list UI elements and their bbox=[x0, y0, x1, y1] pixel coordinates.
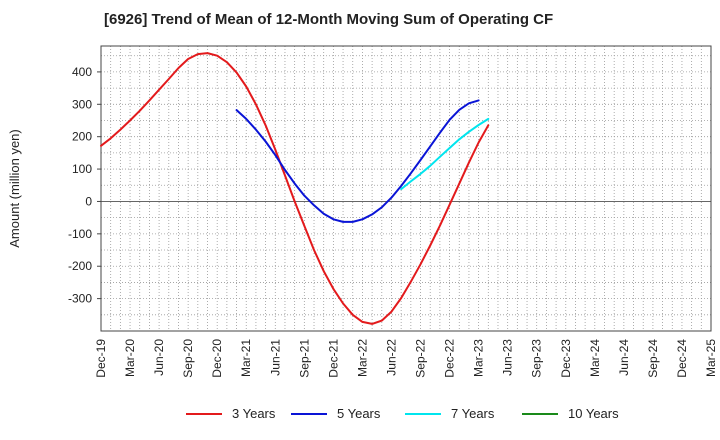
series-line-5-years bbox=[235, 99, 480, 223]
legend-item-7-years: 7 Years bbox=[405, 406, 494, 421]
y-tick-label: 200 bbox=[72, 130, 92, 144]
legend-item-3-years: 3 Years bbox=[186, 406, 275, 421]
x-tick-label: Dec-22 bbox=[443, 339, 457, 378]
y-tick-label: -100 bbox=[68, 227, 92, 241]
legend-label: 7 Years bbox=[451, 406, 495, 421]
chart-title: [6926] Trend of Mean of 12-Month Moving … bbox=[104, 11, 554, 28]
x-tick-label: Mar-24 bbox=[588, 339, 602, 377]
legend-item-10-years: 10 Years bbox=[522, 406, 619, 421]
plot-frame bbox=[100, 45, 712, 332]
legend-swatch-3-years bbox=[186, 412, 222, 415]
x-tick-label: Sep-24 bbox=[646, 339, 660, 378]
x-tick-label: Jun-20 bbox=[152, 339, 166, 376]
series-line-7-years bbox=[400, 117, 490, 191]
y-axis-title: Amount (million yen) bbox=[7, 129, 22, 248]
x-tick-label: Mar-20 bbox=[123, 339, 137, 377]
x-tick-label: Jun-21 bbox=[268, 339, 282, 376]
x-tick-label: Dec-20 bbox=[210, 339, 224, 378]
x-tick-label: Sep-21 bbox=[297, 339, 311, 378]
legend: 3 Years 5 Years 7 Years 10 Years bbox=[0, 406, 720, 426]
x-tick-label: Mar-23 bbox=[472, 339, 486, 377]
x-tick-label: Sep-22 bbox=[414, 339, 428, 378]
x-tick-label: Jun-22 bbox=[384, 339, 398, 376]
x-tick-label: Dec-23 bbox=[559, 339, 573, 378]
y-tick-label: -300 bbox=[68, 292, 92, 306]
x-tick-label: Mar-21 bbox=[239, 339, 253, 377]
y-tick-label: 0 bbox=[85, 194, 92, 208]
x-tick-label: Mar-25 bbox=[704, 339, 718, 377]
x-tick-label: Mar-22 bbox=[355, 339, 369, 377]
plot-area bbox=[101, 46, 711, 331]
x-tick-label: Dec-19 bbox=[94, 339, 108, 378]
legend-swatch-7-years bbox=[405, 412, 441, 415]
series-line-3-years bbox=[100, 52, 490, 325]
y-tick-label: -200 bbox=[68, 259, 92, 273]
x-tick-label: Sep-23 bbox=[530, 339, 544, 378]
x-tick-label: Jun-23 bbox=[501, 339, 515, 376]
y-tick-label: 300 bbox=[72, 97, 92, 111]
legend-label: 10 Years bbox=[568, 406, 619, 421]
legend-label: 3 Years bbox=[232, 406, 276, 421]
y-tick-label: 400 bbox=[72, 65, 92, 79]
legend-label: 5 Years bbox=[337, 406, 381, 421]
x-tick-label: Sep-20 bbox=[181, 339, 195, 378]
legend-item-5-years: 5 Years bbox=[291, 406, 380, 421]
x-tick-label: Jun-24 bbox=[617, 339, 631, 376]
x-tick-label: Dec-21 bbox=[326, 339, 340, 378]
legend-swatch-5-years bbox=[291, 412, 327, 415]
x-tick-label: Dec-24 bbox=[675, 339, 689, 378]
legend-swatch-10-years bbox=[522, 412, 558, 415]
y-tick-label: 100 bbox=[72, 162, 92, 176]
